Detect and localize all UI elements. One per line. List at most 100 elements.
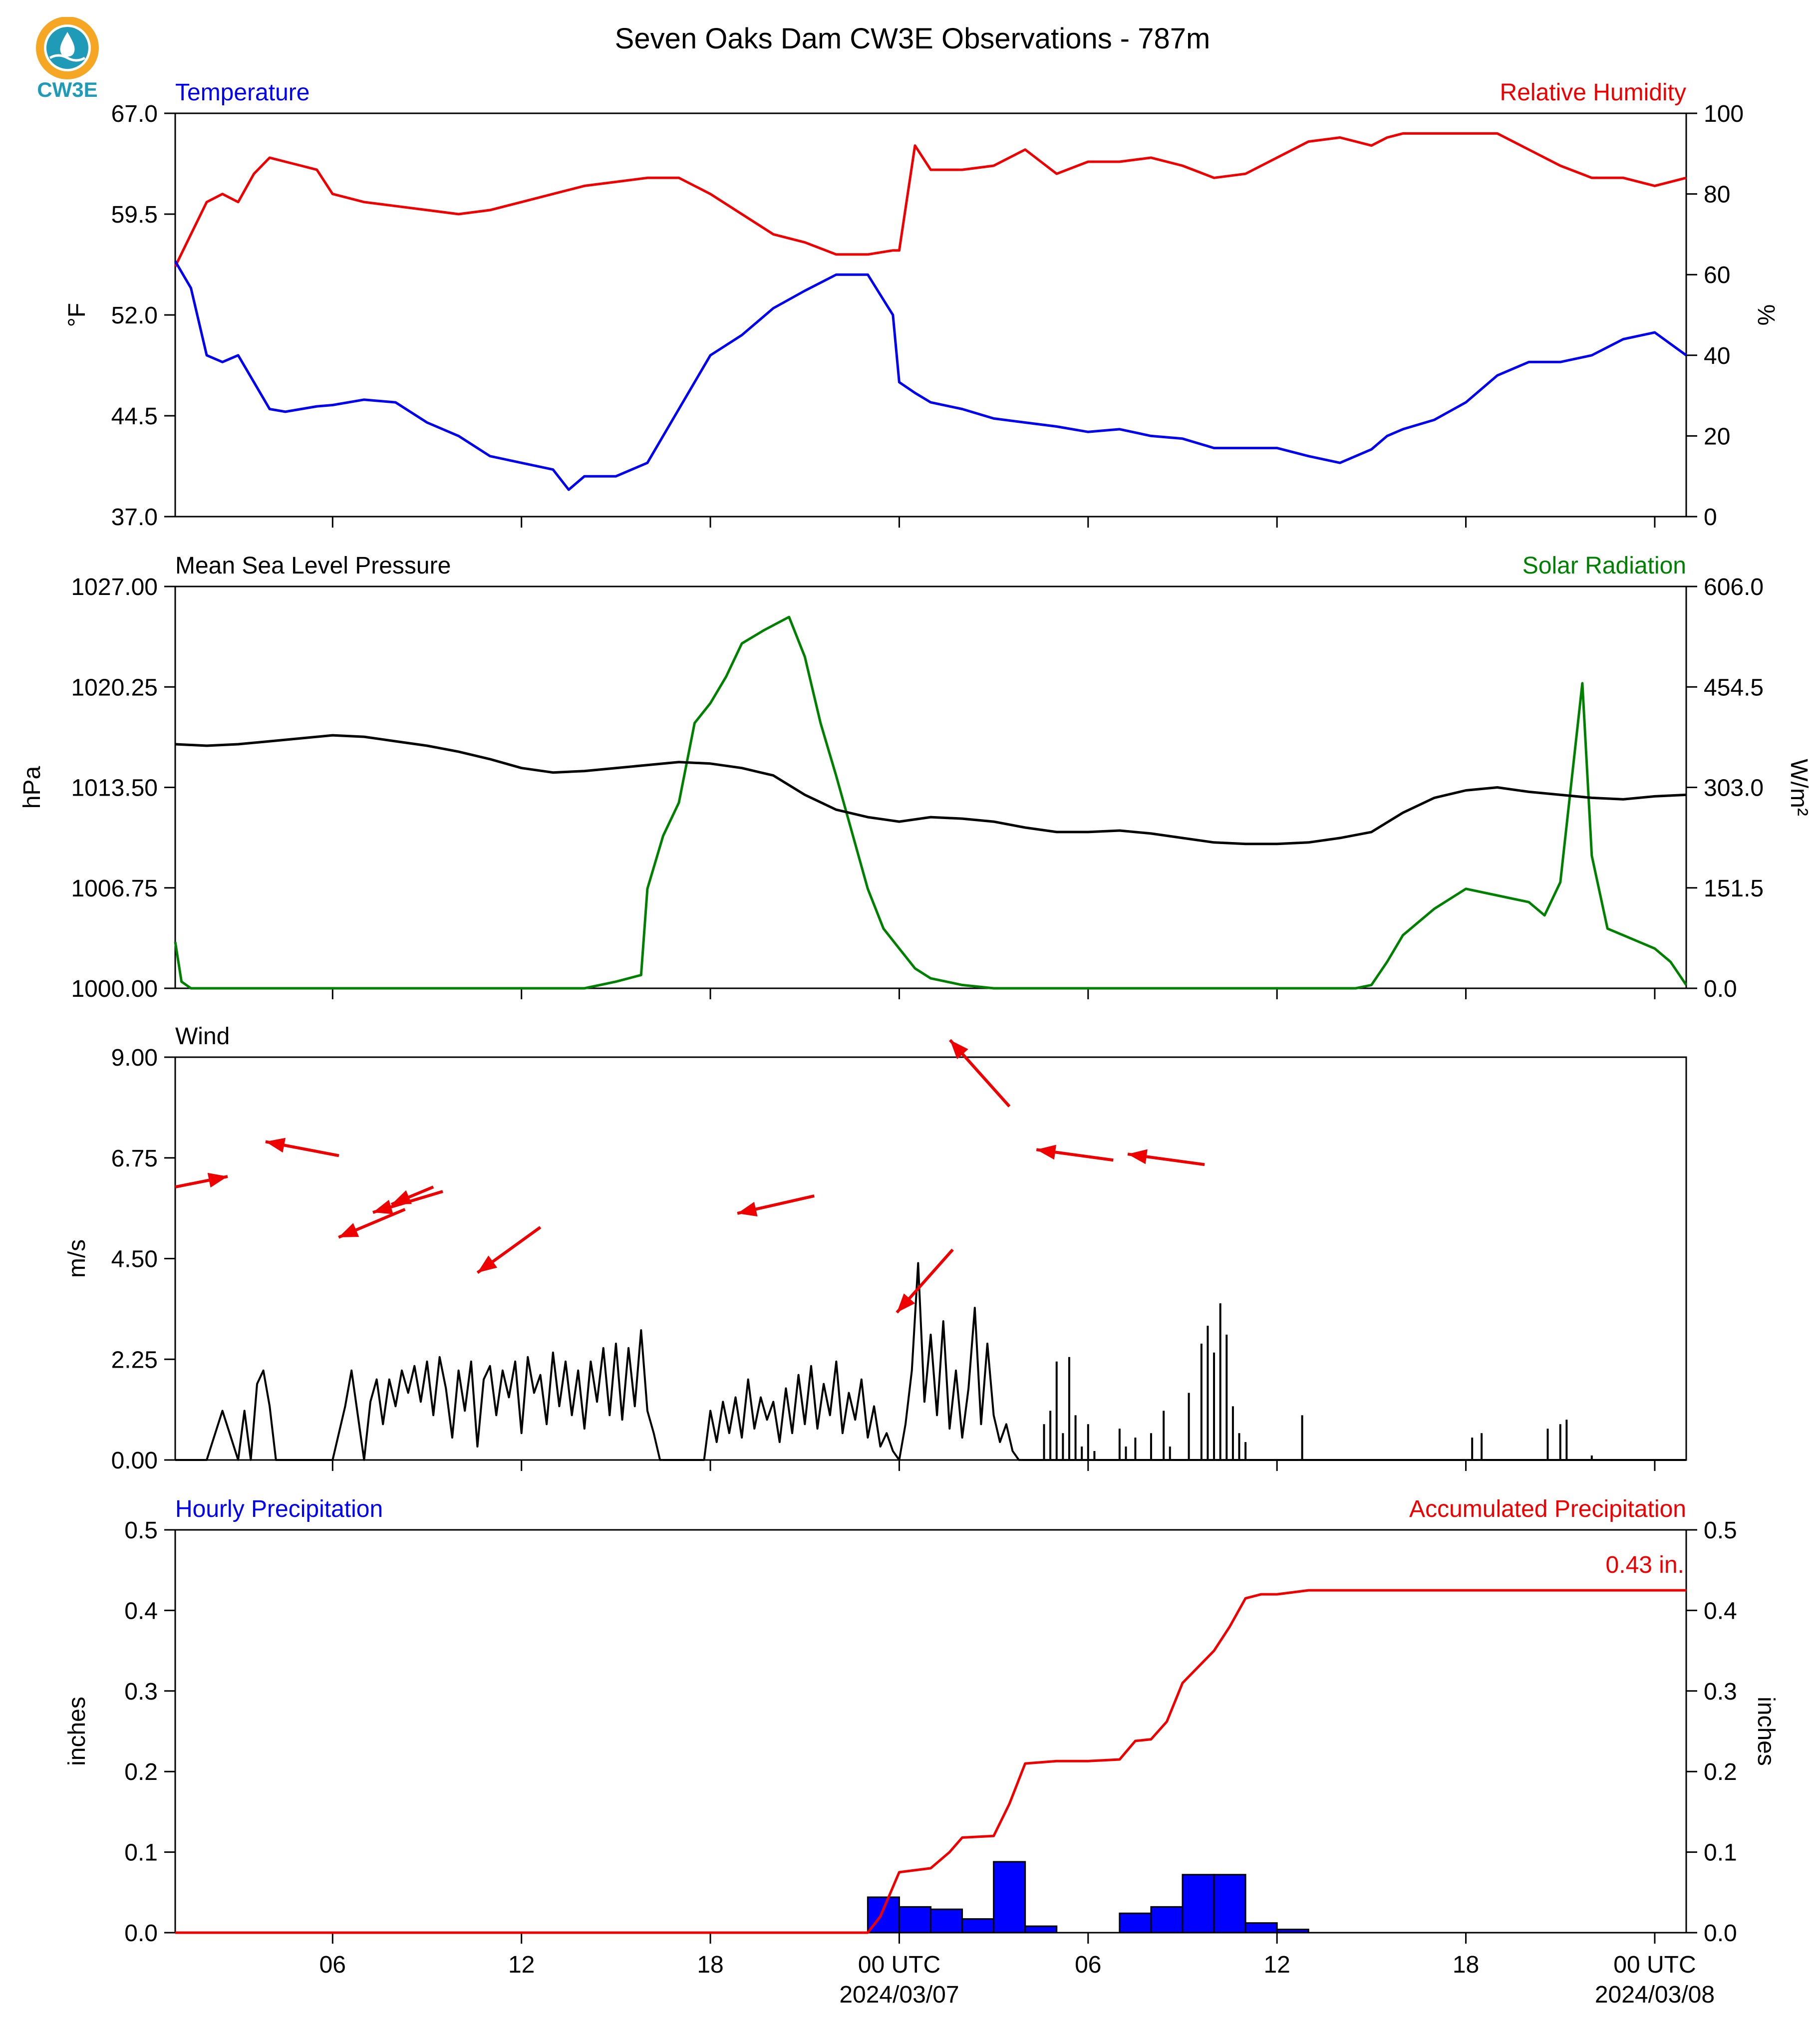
hourly-precip-bar: [1182, 1874, 1215, 1934]
wind-arrow-head: [373, 1199, 393, 1214]
y-tick-label-left: 37.0: [111, 504, 158, 531]
humidity-line: [174, 132, 1687, 268]
hourly-precip-bar: [993, 1861, 1026, 1934]
panel-label-right: Relative Humidity: [1500, 79, 1686, 106]
y-tick-label-right: 0.3: [1704, 1679, 1737, 1705]
x-tick-label: 00 UTC: [858, 1952, 940, 1978]
wind-arrow-head: [207, 1172, 228, 1188]
x-tick-label: 06: [319, 1952, 346, 1978]
y-tick-label-right: 100: [1704, 101, 1744, 127]
y-tick-label-right: 60: [1704, 262, 1730, 289]
y-axis-label-left: hPa: [19, 766, 45, 809]
wind-arrow-head: [1128, 1149, 1148, 1164]
logo-wave-icon: [49, 54, 86, 62]
panel-label-left: Hourly Precipitation: [175, 1496, 383, 1522]
y-tick-label-left: 0.3: [124, 1679, 158, 1705]
y-axis-label-right: inches: [1753, 1697, 1779, 1766]
panel-label-left: Temperature: [175, 79, 309, 106]
y-tick-label-left: 0.00: [111, 1448, 158, 1474]
hourly-precip-bar: [961, 1918, 995, 1934]
wind-arrow: [338, 1208, 406, 1239]
y-tick-label-left: 1027.00: [71, 574, 158, 600]
solar-radiation-line: [174, 615, 1688, 990]
wind-arrow-head: [338, 1223, 359, 1237]
panel-label-right: Solar Radiation: [1522, 553, 1686, 579]
y-tick-label-left: 4.50: [111, 1246, 158, 1273]
y-tick-label-left: 6.75: [111, 1146, 158, 1172]
y-axis-label-left: m/s: [64, 1239, 90, 1278]
y-tick-label-left: 44.5: [111, 403, 158, 430]
y-tick-label-left: 1006.75: [71, 875, 158, 902]
wind-arrow-head: [950, 1040, 968, 1059]
figure-title: Seven Oaks Dam CW3E Observations - 787m: [615, 22, 1211, 55]
x-tick-label: 00 UTC: [1613, 1952, 1696, 1978]
y-tick-label-right: 0: [1704, 504, 1717, 531]
cw3e-logo: CW3E: [30, 16, 105, 107]
y-tick-label-left: 67.0: [111, 101, 158, 127]
wind-arrow-head: [737, 1201, 758, 1217]
hourly-precip-bar: [1276, 1929, 1309, 1934]
y-tick-label-right: 0.0: [1704, 976, 1737, 1002]
logo-drop-icon: [60, 32, 75, 57]
wind-arrow: [737, 1194, 815, 1217]
y-tick-label-right: 606.0: [1704, 574, 1764, 600]
y-tick-label-left: 52.0: [111, 302, 158, 329]
accumulated-total-label: 0.43 in.: [1606, 1552, 1684, 1578]
wind-arrow: [1127, 1149, 1205, 1166]
y-tick-label-left: 1013.50: [71, 775, 158, 802]
y-tick-label-left: 0.5: [124, 1517, 158, 1544]
wind-panel: 0.00 2.25 4.50 6.75 9.00 Wind m/s: [64, 1023, 1687, 1474]
logo-ring: [36, 16, 99, 79]
y-tick-label-left: 2.25: [111, 1347, 158, 1373]
hourly-precip-bar: [1150, 1906, 1184, 1934]
y-tick-label-left: 0.0: [124, 1920, 158, 1947]
wind-arrow: [265, 1138, 339, 1158]
wind-arrow-head: [265, 1138, 286, 1153]
wind-arrow-head: [477, 1255, 498, 1273]
y-tick-label-left: 1020.25: [71, 674, 158, 701]
x-tick-label: 18: [697, 1952, 723, 1978]
x-date-label: 2024/03/07: [839, 1982, 959, 2008]
y-tick-label-right: 0.2: [1704, 1759, 1737, 1785]
panel-label-left: Wind: [175, 1023, 230, 1050]
wind-arrow-head: [897, 1293, 915, 1313]
hourly-precip-bar: [898, 1906, 931, 1934]
wind-arrow: [948, 1039, 1011, 1108]
y-axis-label-right: W/m²: [1786, 759, 1812, 816]
y-tick-label-left: 1000.00: [71, 976, 158, 1002]
y-tick-label-right: 0.5: [1704, 1517, 1737, 1544]
y-tick-label-right: 151.5: [1704, 875, 1764, 902]
hourly-precip-bar: [1213, 1874, 1246, 1934]
wind-arrow: [896, 1248, 954, 1314]
y-tick-label-left: 0.1: [124, 1840, 158, 1866]
wind-arrow: [175, 1172, 228, 1188]
wind-arrow: [372, 1190, 443, 1214]
x-tick-label: 12: [1263, 1952, 1290, 1978]
hourly-precip-bar: [1244, 1922, 1278, 1934]
temperature-line: [174, 261, 1687, 491]
y-tick-label-right: 0.0: [1704, 1920, 1737, 1947]
temperature-humidity-panel: 37.0 44.5 52.0 59.5 67.0 0 20 40 60 80 100 Temperat…: [64, 79, 1779, 531]
y-axis-label-left: inches: [64, 1697, 90, 1766]
pressure-line: [175, 734, 1687, 846]
y-tick-label-right: 0.4: [1704, 1598, 1737, 1624]
wind-arrow: [1036, 1145, 1114, 1162]
y-tick-label-right: 80: [1704, 182, 1730, 208]
y-tick-label-left: 59.5: [111, 202, 158, 228]
y-axis-label-left: °F: [64, 303, 90, 327]
y-axis-label-right: %: [1753, 304, 1779, 326]
wind-arrow: [476, 1226, 542, 1274]
y-tick-label-right: 303.0: [1704, 775, 1764, 802]
wind-arrow-head: [1036, 1145, 1056, 1160]
y-tick-label-left: 9.00: [111, 1045, 158, 1071]
y-tick-label-right: 40: [1704, 343, 1730, 369]
precipitation-panel: 0.0 0.1 0.2 0.3 0.4 0.5 0.0 0.1 0.2 0.3 0.4 0.5 Hour…: [64, 1496, 1779, 2008]
pressure-solar-panel: 1000.00 1006.75 1013.50 1020.25 1027.00 0.0 15…: [19, 553, 1812, 1002]
hourly-precip-bar: [930, 1908, 963, 1934]
y-tick-label-right: 0.1: [1704, 1840, 1737, 1866]
y-tick-label-right: 20: [1704, 423, 1730, 450]
x-tick-label: 06: [1075, 1952, 1101, 1978]
x-date-label: 2024/03/08: [1595, 1982, 1715, 2008]
x-tick-label: 18: [1453, 1952, 1479, 1978]
